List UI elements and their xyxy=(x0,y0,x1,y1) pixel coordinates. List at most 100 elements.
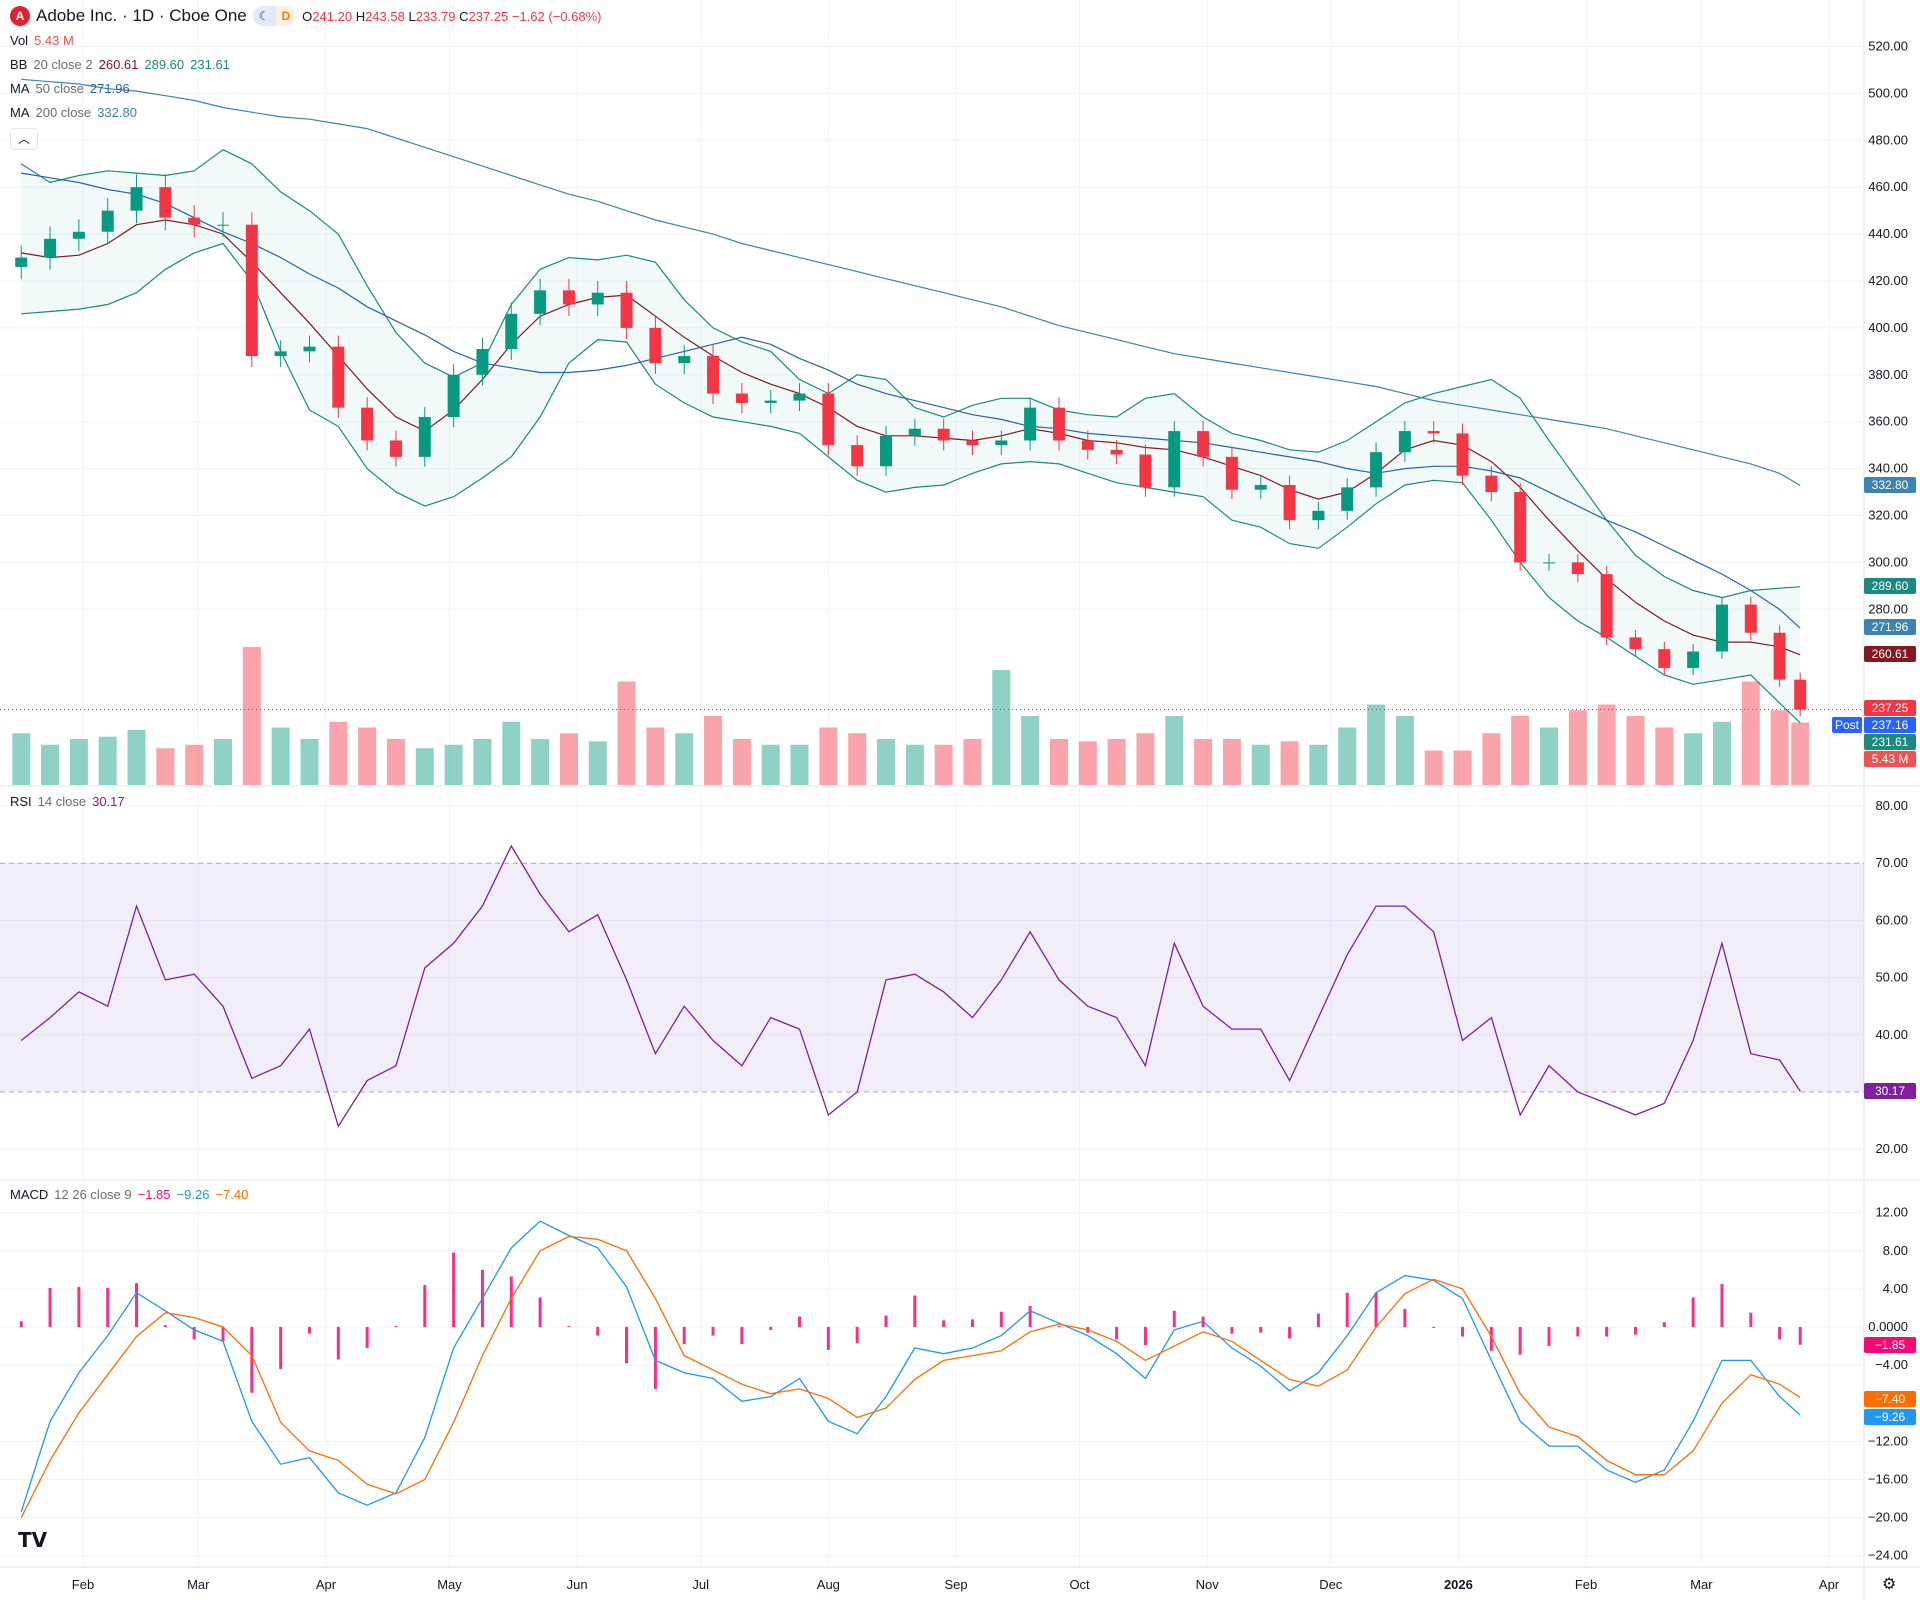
candle[interactable] xyxy=(361,397,374,451)
candle[interactable] xyxy=(1197,421,1210,467)
candle[interactable] xyxy=(1658,641,1671,676)
candle[interactable] xyxy=(15,245,28,279)
candle[interactable] xyxy=(1283,475,1296,530)
symbol-title[interactable]: Adobe Inc. · 1D · Cboe One xyxy=(36,6,247,25)
settings-icon[interactable]: ⚙ xyxy=(1882,1576,1897,1593)
candle[interactable] xyxy=(793,383,806,411)
candle[interactable] xyxy=(1485,466,1498,502)
candle[interactable] xyxy=(217,212,230,238)
candle[interactable] xyxy=(274,340,287,367)
candle[interactable] xyxy=(245,212,258,367)
candle[interactable] xyxy=(101,197,114,245)
candle[interactable] xyxy=(620,281,633,340)
signal-value-tag: −7.40 xyxy=(1864,1391,1916,1407)
candle[interactable] xyxy=(1168,421,1181,497)
candle[interactable] xyxy=(707,345,720,405)
status-badges[interactable]: ☾ D xyxy=(252,6,297,26)
volume-bar xyxy=(127,729,146,785)
candle[interactable] xyxy=(44,226,57,270)
tradingview-logo-icon[interactable]: 𝗧𝗩 xyxy=(18,1530,48,1552)
candle[interactable] xyxy=(1543,553,1556,571)
ma50-legend[interactable]: MA 50 close 271.96 xyxy=(10,81,130,96)
time-label: Nov xyxy=(1196,1577,1220,1592)
candle-body xyxy=(1398,431,1411,453)
candle[interactable] xyxy=(822,383,835,455)
candle[interactable] xyxy=(764,390,777,414)
candle[interactable] xyxy=(678,345,691,374)
candle-body xyxy=(245,224,258,357)
rsi-legend[interactable]: RSI 14 close 30.17 xyxy=(10,794,125,809)
candle[interactable] xyxy=(72,219,85,252)
candle[interactable] xyxy=(591,281,604,316)
candle[interactable] xyxy=(1024,397,1037,451)
bb-basis-price-tag: 260.61 xyxy=(1864,646,1916,662)
candle-body xyxy=(15,257,28,267)
candle[interactable] xyxy=(1744,596,1757,641)
candle[interactable] xyxy=(1341,478,1354,520)
macd-histogram-bar xyxy=(1259,1327,1263,1333)
candle[interactable] xyxy=(332,335,345,418)
candle[interactable] xyxy=(851,435,864,476)
macd-legend[interactable]: MACD 12 26 close 9 −1.85 −9.26 −7.40 xyxy=(10,1187,249,1202)
macd-histogram-bar xyxy=(1288,1327,1292,1339)
candle[interactable] xyxy=(649,316,662,374)
candle[interactable] xyxy=(562,278,575,316)
volume-bar xyxy=(358,727,377,785)
candle-body xyxy=(1543,562,1556,564)
candle[interactable] xyxy=(1225,447,1238,500)
candle[interactable] xyxy=(303,335,316,363)
candle[interactable] xyxy=(1456,423,1469,486)
candle[interactable] xyxy=(1773,625,1786,687)
candle[interactable] xyxy=(389,430,402,467)
candle[interactable] xyxy=(418,406,431,467)
candle[interactable] xyxy=(1312,501,1325,530)
candle[interactable] xyxy=(1139,444,1152,497)
candle[interactable] xyxy=(1254,475,1267,500)
candle[interactable] xyxy=(188,205,201,238)
symbol-legend[interactable]: A Adobe Inc. · 1D · Cboe One ☾ D O241.20… xyxy=(10,6,602,26)
volume-legend[interactable]: Vol 5.43 M xyxy=(10,33,74,48)
candle[interactable] xyxy=(1794,672,1807,717)
time-label: Dec xyxy=(1319,1577,1343,1592)
macd-histogram-bar xyxy=(106,1287,110,1327)
macd-histogram-bar xyxy=(913,1295,917,1327)
candle[interactable] xyxy=(1571,553,1584,583)
candle[interactable] xyxy=(476,338,489,386)
macd-histogram-bar xyxy=(826,1327,830,1350)
candle[interactable] xyxy=(937,418,950,451)
macd-tick-label: −24.00 xyxy=(1868,1548,1908,1563)
candle[interactable] xyxy=(1715,596,1728,659)
candle[interactable] xyxy=(130,174,143,224)
price-tick-label: 460.00 xyxy=(1868,179,1908,194)
candle[interactable] xyxy=(1052,397,1065,451)
candle[interactable] xyxy=(159,174,172,231)
macd-histogram-bar xyxy=(625,1327,629,1364)
volume-bar xyxy=(1338,727,1357,785)
candle[interactable] xyxy=(1398,421,1411,462)
collapse-legend-button[interactable]: ︿ xyxy=(10,128,38,150)
candle-body xyxy=(1283,485,1296,521)
candle[interactable] xyxy=(908,418,921,446)
candle[interactable] xyxy=(1370,442,1383,497)
candle[interactable] xyxy=(966,430,979,455)
ma200-legend[interactable]: MA 200 close 332.80 xyxy=(10,105,137,120)
volume-bar xyxy=(214,739,233,785)
candle[interactable] xyxy=(1514,482,1527,571)
candle[interactable] xyxy=(735,383,748,414)
candle[interactable] xyxy=(995,430,1008,455)
candle[interactable] xyxy=(505,302,518,361)
candle[interactable] xyxy=(447,364,460,428)
candle[interactable] xyxy=(1110,440,1123,465)
candle[interactable] xyxy=(1081,430,1094,460)
candle[interactable] xyxy=(1600,565,1613,645)
candle[interactable] xyxy=(1687,644,1700,676)
candle[interactable] xyxy=(880,425,893,476)
candle[interactable] xyxy=(1427,421,1440,444)
volume-bar xyxy=(1136,733,1155,785)
price-tick-label: 280.00 xyxy=(1868,601,1908,616)
bb-legend[interactable]: BB 20 close 2 260.61 289.60 231.61 xyxy=(10,57,230,72)
volume-bar xyxy=(69,739,88,785)
candle[interactable] xyxy=(534,278,547,326)
candle[interactable] xyxy=(1629,629,1642,657)
